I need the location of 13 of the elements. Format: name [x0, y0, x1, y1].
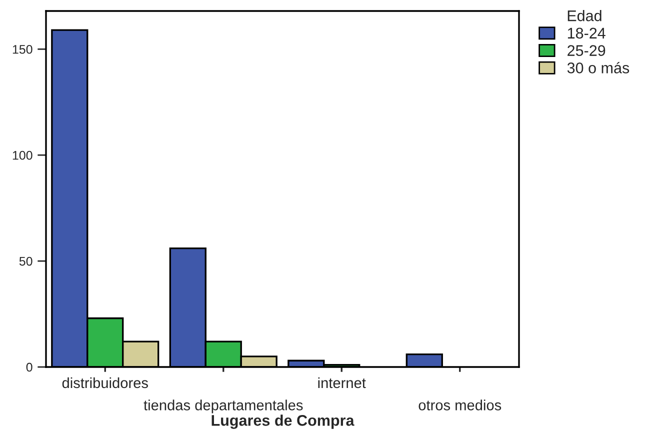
legend-label: 25-29 [568, 45, 606, 56]
y-tick-label: 0 [26, 362, 32, 372]
legend-title: Edad [568, 10, 602, 22]
x-axis-title: Lugares de Compra [212, 414, 354, 429]
x-tick-label: tiendas departamentales [144, 400, 303, 414]
legend-label: 30 o más [567, 62, 630, 74]
x-tick-label: internet [318, 377, 366, 388]
x-tick-label: otros medios [418, 400, 502, 410]
legend-label: 18-24 [568, 28, 606, 39]
y-tick-label: 150 [12, 44, 32, 54]
y-tick-label: 100 [12, 150, 32, 160]
y-tick-label: 50 [19, 256, 32, 266]
x-tick-label: distribuidores [62, 377, 148, 388]
